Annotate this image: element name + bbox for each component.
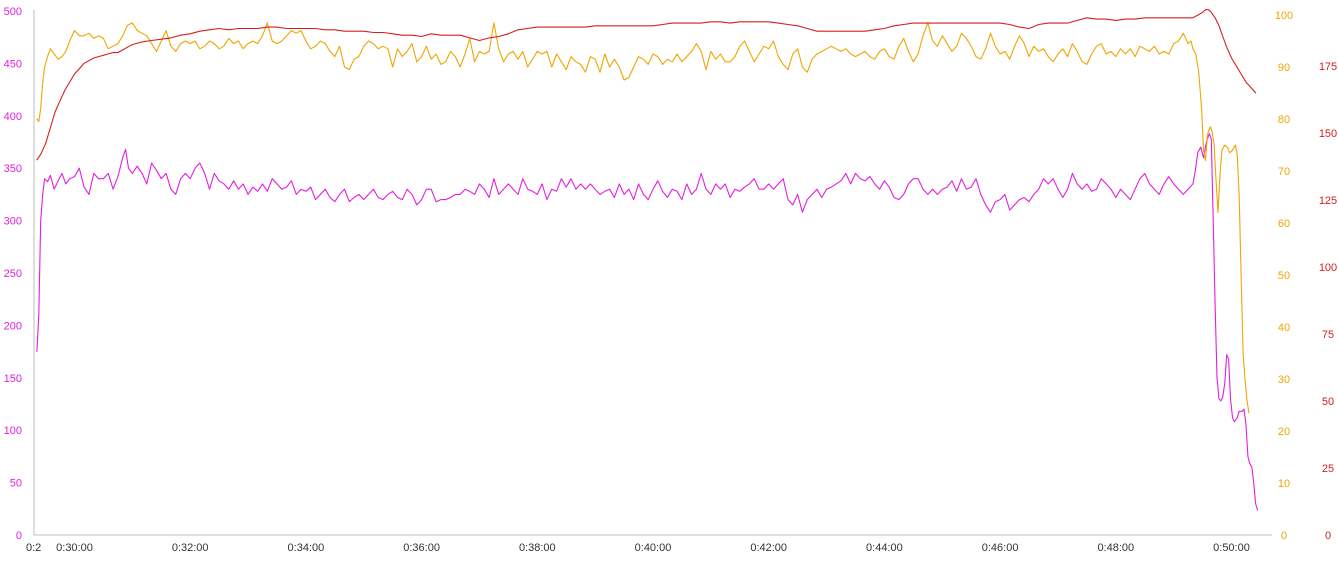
x-tick-label: 0:2 [26, 542, 41, 554]
series-line-right_outer [36, 9, 1257, 161]
x-tick-label: 0:34:00 [288, 542, 325, 554]
y-tick-label-left: 350 [4, 163, 22, 175]
y-tick-label-left: 200 [4, 320, 22, 332]
y-tick-label-right_outer: 0 [1325, 530, 1331, 542]
x-tick-label: 0:38:00 [519, 542, 556, 554]
y-tick-label-right_inner: 50 [1278, 270, 1290, 282]
y-tick-label-left: 0 [16, 530, 22, 542]
y-tick-label-right_outer: 175 [1319, 61, 1337, 73]
series-line-left [36, 133, 1259, 511]
y-tick-label-left: 150 [4, 373, 22, 385]
y-tick-label-right_inner: 70 [1278, 166, 1290, 178]
y-tick-label-right_inner: 10 [1278, 478, 1290, 490]
y-tick-label-right_inner: 20 [1278, 426, 1290, 438]
y-tick-label-right_outer: 50 [1322, 396, 1334, 408]
y-tick-label-right_outer: 75 [1322, 329, 1334, 341]
series-line-right_inner [36, 22, 1250, 414]
y-tick-label-right_inner: 60 [1278, 218, 1290, 230]
y-tick-label-left: 250 [4, 268, 22, 280]
y-tick-label-left: 450 [4, 58, 22, 70]
y-tick-label-right_outer: 150 [1319, 128, 1337, 140]
y-tick-label-left: 300 [4, 216, 22, 228]
y-tick-label-left: 100 [4, 425, 22, 437]
x-tick-label: 0:36:00 [403, 542, 440, 554]
x-tick-label: 0:42:00 [750, 542, 787, 554]
y-tick-label-right_inner: 0 [1281, 530, 1287, 542]
y-tick-label-left: 50 [10, 478, 22, 490]
y-tick-label-right_outer: 25 [1322, 463, 1334, 475]
y-tick-label-right_inner: 40 [1278, 322, 1290, 334]
x-tick-label: 0:40:00 [635, 542, 672, 554]
y-tick-label-right_outer: 100 [1319, 262, 1337, 274]
y-tick-label-right_inner: 100 [1275, 10, 1293, 22]
y-tick-label-left: 500 [4, 6, 22, 18]
x-tick-label: 0:48:00 [1097, 542, 1134, 554]
y-tick-label-right_inner: 80 [1278, 114, 1290, 126]
y-tick-label-right_inner: 30 [1278, 374, 1290, 386]
x-tick-label: 0:46:00 [982, 542, 1019, 554]
x-tick-label: 0:30:00 [56, 542, 93, 554]
x-tick-label: 0:50:00 [1213, 542, 1250, 554]
y-tick-label-right_outer: 125 [1319, 195, 1337, 207]
x-tick-label: 0:44:00 [866, 542, 903, 554]
x-tick-label: 0:32:00 [172, 542, 209, 554]
y-tick-label-left: 400 [4, 111, 22, 123]
y-tick-label-right_inner: 90 [1278, 62, 1290, 74]
